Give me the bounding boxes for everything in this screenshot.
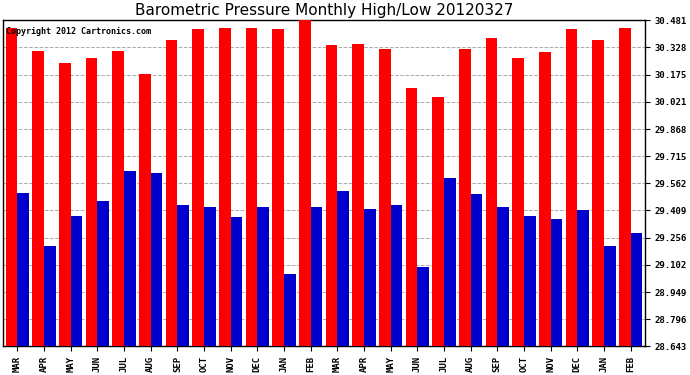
Text: Copyright 2012 Cartronics.com: Copyright 2012 Cartronics.com xyxy=(6,27,151,36)
Bar xyxy=(246,28,257,347)
Bar xyxy=(59,63,71,346)
Bar xyxy=(391,205,402,346)
Bar xyxy=(112,51,124,346)
Bar xyxy=(86,58,97,346)
Bar xyxy=(432,97,444,346)
Bar xyxy=(166,40,177,346)
Bar xyxy=(284,274,296,346)
Bar xyxy=(406,88,417,346)
Bar xyxy=(193,29,204,347)
Bar xyxy=(444,178,455,346)
Bar xyxy=(459,49,471,346)
Bar xyxy=(310,207,322,346)
Bar xyxy=(337,191,349,346)
Bar xyxy=(379,49,391,346)
Bar xyxy=(44,246,56,346)
Bar xyxy=(512,58,524,346)
Bar xyxy=(524,216,535,346)
Bar xyxy=(71,216,83,346)
Bar xyxy=(150,173,162,346)
Bar xyxy=(497,207,509,346)
Bar xyxy=(124,171,136,346)
Bar xyxy=(6,28,17,347)
Bar xyxy=(326,45,337,346)
Bar xyxy=(273,29,284,347)
Bar xyxy=(177,205,189,346)
Bar xyxy=(566,29,578,347)
Bar xyxy=(97,201,109,346)
Bar xyxy=(230,217,242,346)
Bar xyxy=(364,209,376,346)
Bar xyxy=(257,207,269,346)
Bar xyxy=(32,51,44,346)
Bar xyxy=(551,219,562,346)
Bar xyxy=(592,40,604,346)
Bar xyxy=(353,44,364,346)
Bar xyxy=(204,207,216,346)
Bar xyxy=(631,233,642,346)
Bar xyxy=(619,28,631,347)
Title: Barometric Pressure Monthly High/Low 20120327: Barometric Pressure Monthly High/Low 201… xyxy=(135,3,513,18)
Bar xyxy=(417,267,429,346)
Bar xyxy=(539,53,551,346)
Bar xyxy=(486,38,497,346)
Bar xyxy=(17,193,29,346)
Bar xyxy=(578,210,589,346)
Bar xyxy=(299,20,310,346)
Bar xyxy=(139,74,150,347)
Bar xyxy=(219,28,230,347)
Bar xyxy=(604,246,615,346)
Bar xyxy=(471,194,482,346)
